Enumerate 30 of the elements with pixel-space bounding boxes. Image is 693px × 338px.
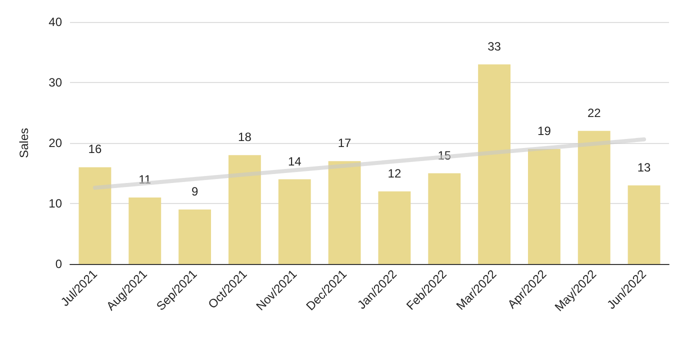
bar bbox=[578, 130, 610, 264]
y-tick-label: 40 bbox=[48, 15, 62, 29]
y-tick-label: 10 bbox=[48, 196, 62, 210]
bar bbox=[478, 64, 511, 264]
bar bbox=[128, 197, 162, 264]
y-tick-label: 0 bbox=[55, 257, 62, 271]
bar bbox=[328, 161, 361, 264]
bar bbox=[378, 191, 411, 264]
bar bbox=[628, 185, 660, 264]
data-label: 14 bbox=[288, 154, 302, 168]
bar bbox=[528, 149, 560, 264]
data-label: 15 bbox=[438, 148, 452, 162]
data-label: 16 bbox=[88, 142, 102, 156]
data-label: 18 bbox=[238, 130, 252, 144]
data-label: 19 bbox=[538, 124, 552, 138]
bar bbox=[78, 167, 112, 264]
bar bbox=[278, 179, 311, 264]
y-tick-label: 20 bbox=[48, 136, 62, 150]
y-axis-title: Sales bbox=[17, 128, 31, 158]
data-label: 9 bbox=[191, 184, 198, 199]
bar bbox=[178, 210, 212, 264]
data-label: 33 bbox=[488, 39, 502, 54]
bar bbox=[428, 173, 461, 264]
data-label: 13 bbox=[637, 160, 652, 174]
data-label: 12 bbox=[388, 166, 402, 180]
bar bbox=[228, 155, 261, 264]
data-label: 11 bbox=[138, 172, 152, 186]
y-tick-label: 30 bbox=[48, 76, 62, 90]
data-label: 17 bbox=[338, 136, 352, 150]
data-label: 22 bbox=[587, 106, 602, 120]
